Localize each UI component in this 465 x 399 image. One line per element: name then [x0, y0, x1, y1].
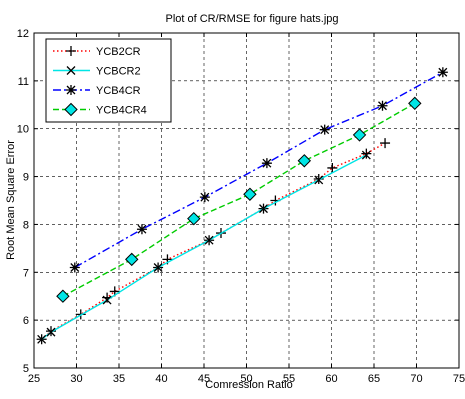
data-point-asterisk	[319, 124, 330, 135]
legend-label: YCBCR2	[96, 66, 141, 78]
legend-label: YCB2CR	[96, 46, 141, 58]
series-ycb4cr	[69, 67, 448, 273]
data-point-plus	[327, 162, 338, 173]
data-point-diamond	[56, 289, 70, 303]
legend-item-ycbcr2: YCBCR2	[53, 66, 141, 78]
y-tick-label: 10	[17, 124, 29, 136]
data-point-diamond	[297, 154, 312, 168]
y-tick-label: 9	[23, 172, 29, 184]
y-axis-ticks: 5 6 7 8 9 10 11 12	[17, 28, 459, 375]
x-tick-label: 35	[113, 373, 125, 385]
data-point-plus	[66, 46, 76, 56]
x-tick-label: 30	[70, 373, 82, 385]
series-ycbcr2	[37, 150, 371, 344]
legend-label: YCB4CR4	[96, 105, 147, 117]
legend-item-ycb4cr4: YCB4CR4	[53, 102, 147, 117]
x-tick-label: 55	[283, 373, 295, 385]
y-tick-label: 8	[23, 219, 29, 231]
y-tick-label: 7	[23, 267, 29, 279]
data-point-asterisk	[377, 100, 388, 111]
data-point-asterisk	[199, 192, 210, 203]
data-point-x	[66, 66, 76, 75]
data-point-asterisk	[437, 67, 448, 78]
y-tick-label: 12	[17, 28, 29, 40]
x-tick-label: 75	[453, 373, 465, 385]
data-point-plus	[380, 138, 391, 149]
data-point-x	[314, 175, 324, 185]
data-point-x	[259, 204, 268, 214]
series-ycb4cr4	[56, 96, 422, 303]
x-tick-label: 50	[240, 373, 252, 385]
data-point-x	[46, 327, 56, 337]
data-point-diamond	[187, 211, 201, 226]
x-tick-label: 70	[410, 373, 422, 385]
series-layer	[36, 67, 448, 345]
x-tick-label: 65	[368, 373, 380, 385]
x-tick-label: 45	[198, 373, 210, 385]
data-point-diamond	[243, 187, 257, 201]
data-point-plus	[46, 326, 56, 337]
y-axis-label: Root Mean Square Error	[5, 140, 17, 260]
x-axis-ticks: 25 30 35 40 45 50 55 60 65 70 75	[28, 33, 465, 385]
y-tick-label: 6	[23, 315, 29, 327]
data-point-diamond	[125, 252, 139, 267]
x-axis-label: Comression Ratio	[205, 379, 292, 391]
x-tick-label: 40	[155, 373, 167, 385]
data-point-x	[204, 235, 214, 245]
series-line-ycb2cr	[41, 142, 386, 340]
chart-title: Plot of CR/RMSE for figure hats.jpg	[165, 13, 338, 25]
x-tick-label: 25	[28, 373, 40, 385]
data-point-asterisk	[136, 224, 147, 235]
data-point-diamond	[408, 96, 422, 111]
data-point-x	[37, 334, 47, 344]
data-point-x	[153, 263, 163, 272]
x-tick-label: 60	[325, 373, 337, 385]
legend: YCB2CR YCBCR2 YCB4CR YCB4CR4	[45, 38, 172, 123]
data-point-x	[102, 295, 112, 305]
data-point-x	[361, 150, 371, 160]
data-point-asterisk	[69, 262, 80, 273]
data-point-asterisk	[66, 85, 76, 95]
data-point-diamond	[64, 102, 78, 117]
data-point-diamond	[352, 128, 367, 142]
legend-item-ycb4cr: YCB4CR	[53, 85, 141, 97]
data-point-plus	[361, 148, 372, 159]
y-tick-label: 5	[23, 363, 29, 375]
legend-item-ycb2cr: YCB2CR	[53, 46, 141, 58]
series-line-ycbcr2	[41, 154, 367, 340]
data-point-asterisk	[261, 158, 272, 169]
y-tick-label: 11	[18, 76, 29, 88]
legend-label: YCB4CR	[96, 85, 141, 97]
